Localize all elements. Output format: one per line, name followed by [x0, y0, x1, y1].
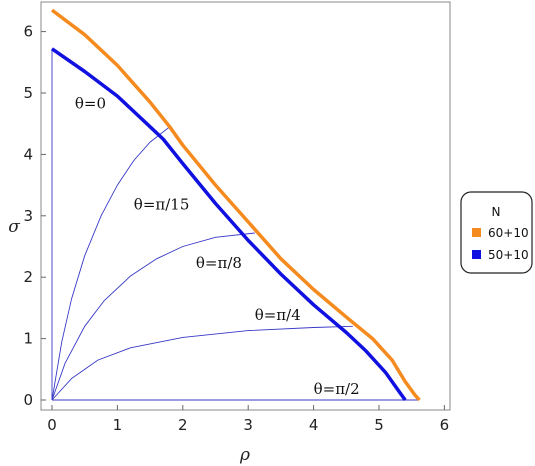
curve-label-3: θ=π/4	[255, 306, 301, 324]
y-tick-label-0: 0	[23, 391, 33, 409]
series-line-1	[51, 47, 407, 402]
data-series	[50, 8, 421, 402]
curve-label-1: θ=π/15	[134, 196, 190, 214]
theta-curve-3	[51, 325, 353, 401]
curve-label-4: θ=π/2	[314, 380, 360, 398]
theta-curve-1	[51, 126, 170, 401]
legend-label-50-10: 50+10	[488, 248, 529, 262]
x-tick-label-4: 4	[309, 416, 319, 434]
legend-swatch-50-10	[472, 250, 481, 259]
x-tick-label-3: 3	[243, 416, 253, 434]
legend: N 60+10 50+10	[460, 191, 533, 274]
curve-label-2: θ=π/8	[196, 254, 242, 272]
series-line-0	[50, 8, 421, 402]
x-axis-title: ρ	[239, 445, 250, 465]
y-tick-label-4: 4	[23, 145, 33, 163]
curve-label-0: θ=0	[75, 94, 106, 112]
y-tick-label-5: 5	[23, 84, 33, 102]
x-tick-label-2: 2	[178, 416, 188, 434]
x-tick-label-5: 5	[374, 416, 384, 434]
theta-curves	[51, 48, 419, 401]
x-tick-label-6: 6	[440, 416, 450, 434]
y-tick-label-1: 1	[23, 330, 33, 348]
x-tick-label-1: 1	[113, 416, 123, 434]
plot-frame	[40, 1, 451, 411]
curve-labels: θ=0 θ=π/15 θ=π/8 θ=π/4 θ=π/2	[75, 94, 360, 398]
y-tick-label-3: 3	[23, 207, 33, 225]
theta-curve-2	[51, 232, 255, 401]
y-axis-title: σ	[8, 217, 20, 237]
y-tick-label-2: 2	[23, 268, 33, 286]
x-tick-label-0: 0	[47, 416, 57, 434]
legend-title: N	[492, 205, 501, 219]
legend-label-60-10: 60+10	[488, 226, 529, 240]
legend-swatch-60-10	[472, 228, 481, 237]
axis-ticks: 0 1 2 3 4 5 6 0 1 2 3 4 5 6	[23, 23, 449, 434]
y-tick-label-6: 6	[23, 23, 33, 41]
